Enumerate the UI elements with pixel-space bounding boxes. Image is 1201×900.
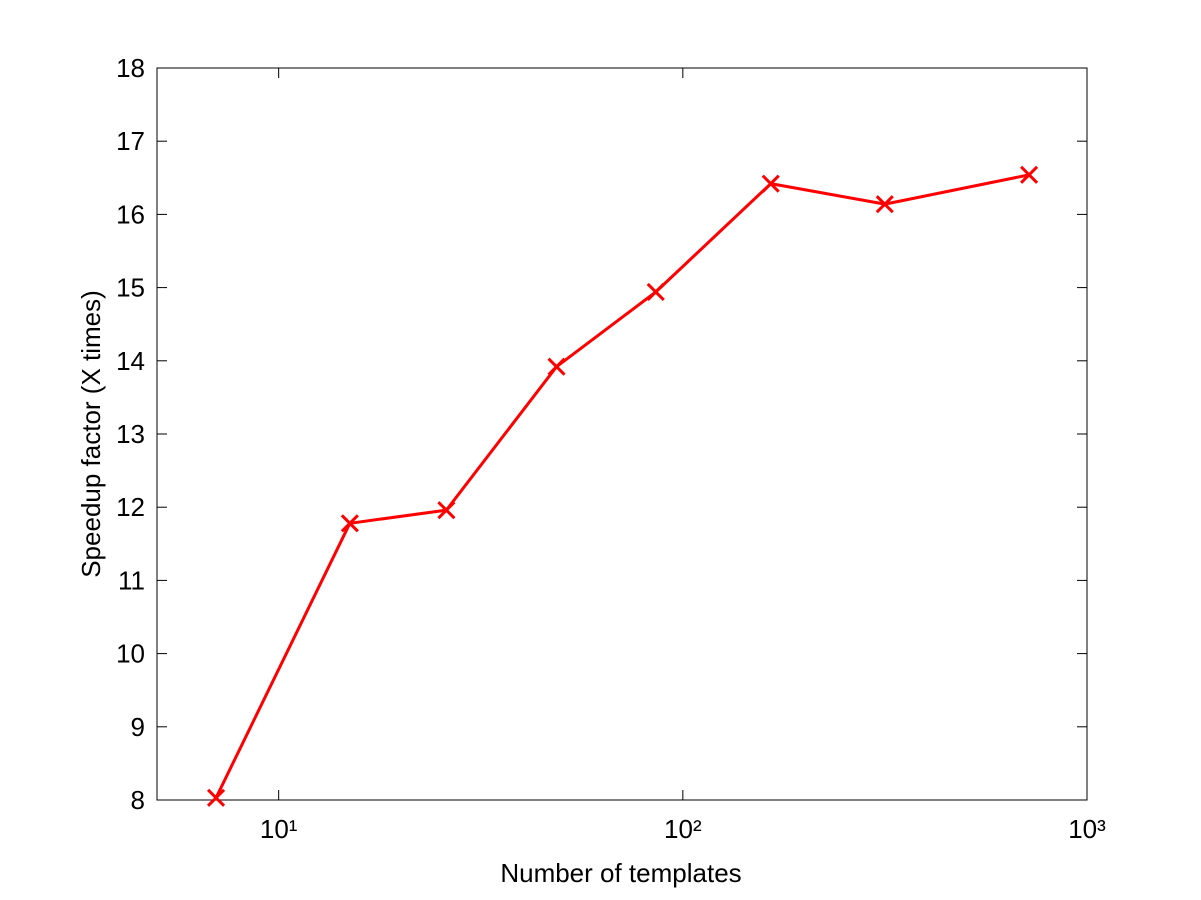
x-marker bbox=[761, 174, 780, 193]
y-tick-label: 17 bbox=[116, 126, 145, 156]
x-marker bbox=[646, 282, 665, 302]
y-tick-label: 9 bbox=[131, 712, 145, 742]
y-axis-label: Speedup factor (X times) bbox=[76, 290, 106, 578]
y-tick-label: 15 bbox=[116, 273, 145, 303]
data-line bbox=[214, 173, 1030, 799]
y-tick-label: 14 bbox=[116, 346, 145, 376]
x-marker bbox=[437, 501, 456, 520]
x-marker bbox=[547, 357, 566, 376]
x-marker bbox=[1020, 165, 1039, 184]
y-tick-label: 8 bbox=[131, 785, 145, 815]
x-marker bbox=[340, 514, 359, 533]
x-tick-label: 10² bbox=[664, 814, 702, 844]
x-marker bbox=[206, 788, 226, 807]
y-tick-label: 11 bbox=[118, 565, 145, 595]
x-marker bbox=[875, 195, 894, 214]
plot-area bbox=[156, 67, 1088, 801]
y-tick-label: 13 bbox=[116, 419, 145, 449]
y-tick-label: 12 bbox=[116, 492, 145, 522]
x-axis-label: Number of templates bbox=[500, 858, 741, 888]
x-tick-label: 10¹ bbox=[260, 814, 298, 844]
y-tick-label: 18 bbox=[116, 53, 145, 83]
x-tick-label: 10³ bbox=[1068, 814, 1106, 844]
y-tick-label: 16 bbox=[116, 199, 145, 229]
y-tick-label: 10 bbox=[116, 639, 145, 669]
